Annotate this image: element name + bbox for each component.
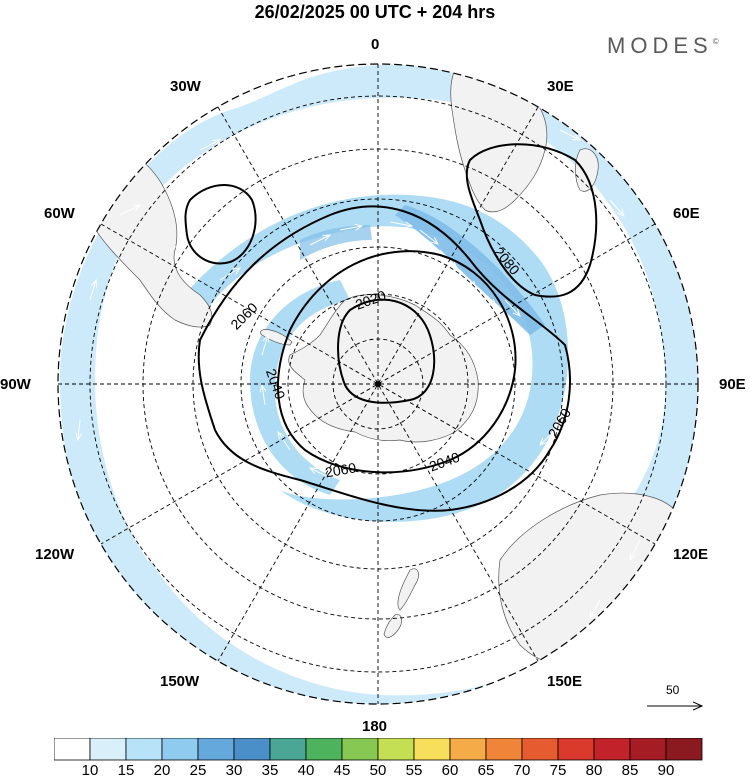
lon-label-60w: 60W xyxy=(44,205,75,222)
lon-label-30e: 30E xyxy=(547,78,574,95)
colorbar-tick-label: 75 xyxy=(549,762,567,779)
colorbar-tick-label: 45 xyxy=(333,762,351,779)
colorbar-swatch xyxy=(89,738,127,761)
lon-label-60e: 60E xyxy=(673,205,700,222)
lon-label-0: 0 xyxy=(371,36,380,53)
colorbar-tick-label: 15 xyxy=(117,762,135,779)
colorbar xyxy=(54,738,703,761)
colorbar-swatch xyxy=(125,738,163,761)
colorbar-tick-label: 55 xyxy=(405,762,423,779)
contour-2080 xyxy=(465,143,598,298)
colorbar-swatch xyxy=(557,738,595,761)
contour-2060 xyxy=(197,205,571,512)
reference-vector-label: 50 xyxy=(666,683,680,697)
colorbar-tick-label: 40 xyxy=(297,762,315,779)
lon-label-150w: 150W xyxy=(160,673,200,690)
south-pole-marker xyxy=(375,381,381,387)
colorbar-tick-label: 25 xyxy=(189,762,207,779)
colorbar-tick-label: 85 xyxy=(621,762,639,779)
colorbar-swatch xyxy=(269,738,307,761)
lon-label-120w: 120W xyxy=(35,546,75,563)
colorbar-tick-label: 80 xyxy=(585,762,603,779)
colorbar-tick-label: 90 xyxy=(657,762,675,779)
lon-label-30w: 30W xyxy=(170,78,201,95)
colorbar-tick-label: 20 xyxy=(153,762,171,779)
colorbar-swatch xyxy=(449,738,487,761)
colorbar-swatch xyxy=(305,738,343,761)
meridians xyxy=(58,64,698,704)
colorbar-tick-label: 35 xyxy=(261,762,279,779)
height-contours xyxy=(184,143,598,512)
map-boundary xyxy=(57,63,699,705)
colorbar-tick-label: 70 xyxy=(513,762,531,779)
colorbar-swatch xyxy=(413,738,451,761)
colorbar-tick-label: 60 xyxy=(441,762,459,779)
colorbar-swatch xyxy=(521,738,559,761)
colorbar-swatch xyxy=(665,738,703,761)
colorbar-swatch xyxy=(629,738,667,761)
colorbar-swatch xyxy=(377,738,415,761)
wind-vectors xyxy=(78,129,654,618)
colorbar-swatch xyxy=(485,738,523,761)
contour-label: 2060 xyxy=(324,459,358,480)
colorbar-swatch xyxy=(161,738,199,761)
lon-label-120e: 120E xyxy=(673,546,709,563)
lon-label-90e: 90E xyxy=(719,376,746,393)
colorbar-swatch xyxy=(54,738,91,761)
contour-high-west xyxy=(184,184,257,265)
colorbar-tick-label: 65 xyxy=(477,762,495,779)
colorbar-swatch xyxy=(233,738,271,761)
lon-label-90w: 90W xyxy=(0,376,31,393)
modes-logo: MODES© xyxy=(607,33,719,58)
colorbar-tick-label: 10 xyxy=(81,762,99,779)
map-title: 26/02/2025 00 UTC + 204 hrs xyxy=(254,2,496,22)
colorbar-tick-label: 30 xyxy=(225,762,243,779)
colorbar-swatch xyxy=(341,738,379,761)
colorbar-tick-label: 50 xyxy=(369,762,387,779)
lon-label-150e: 150E xyxy=(547,673,583,690)
colorbar-swatch xyxy=(197,738,235,761)
lon-label-180: 180 xyxy=(362,718,388,735)
contour-2020 xyxy=(337,298,436,404)
contour-2040 xyxy=(277,250,517,474)
colorbar-swatch xyxy=(593,738,631,761)
